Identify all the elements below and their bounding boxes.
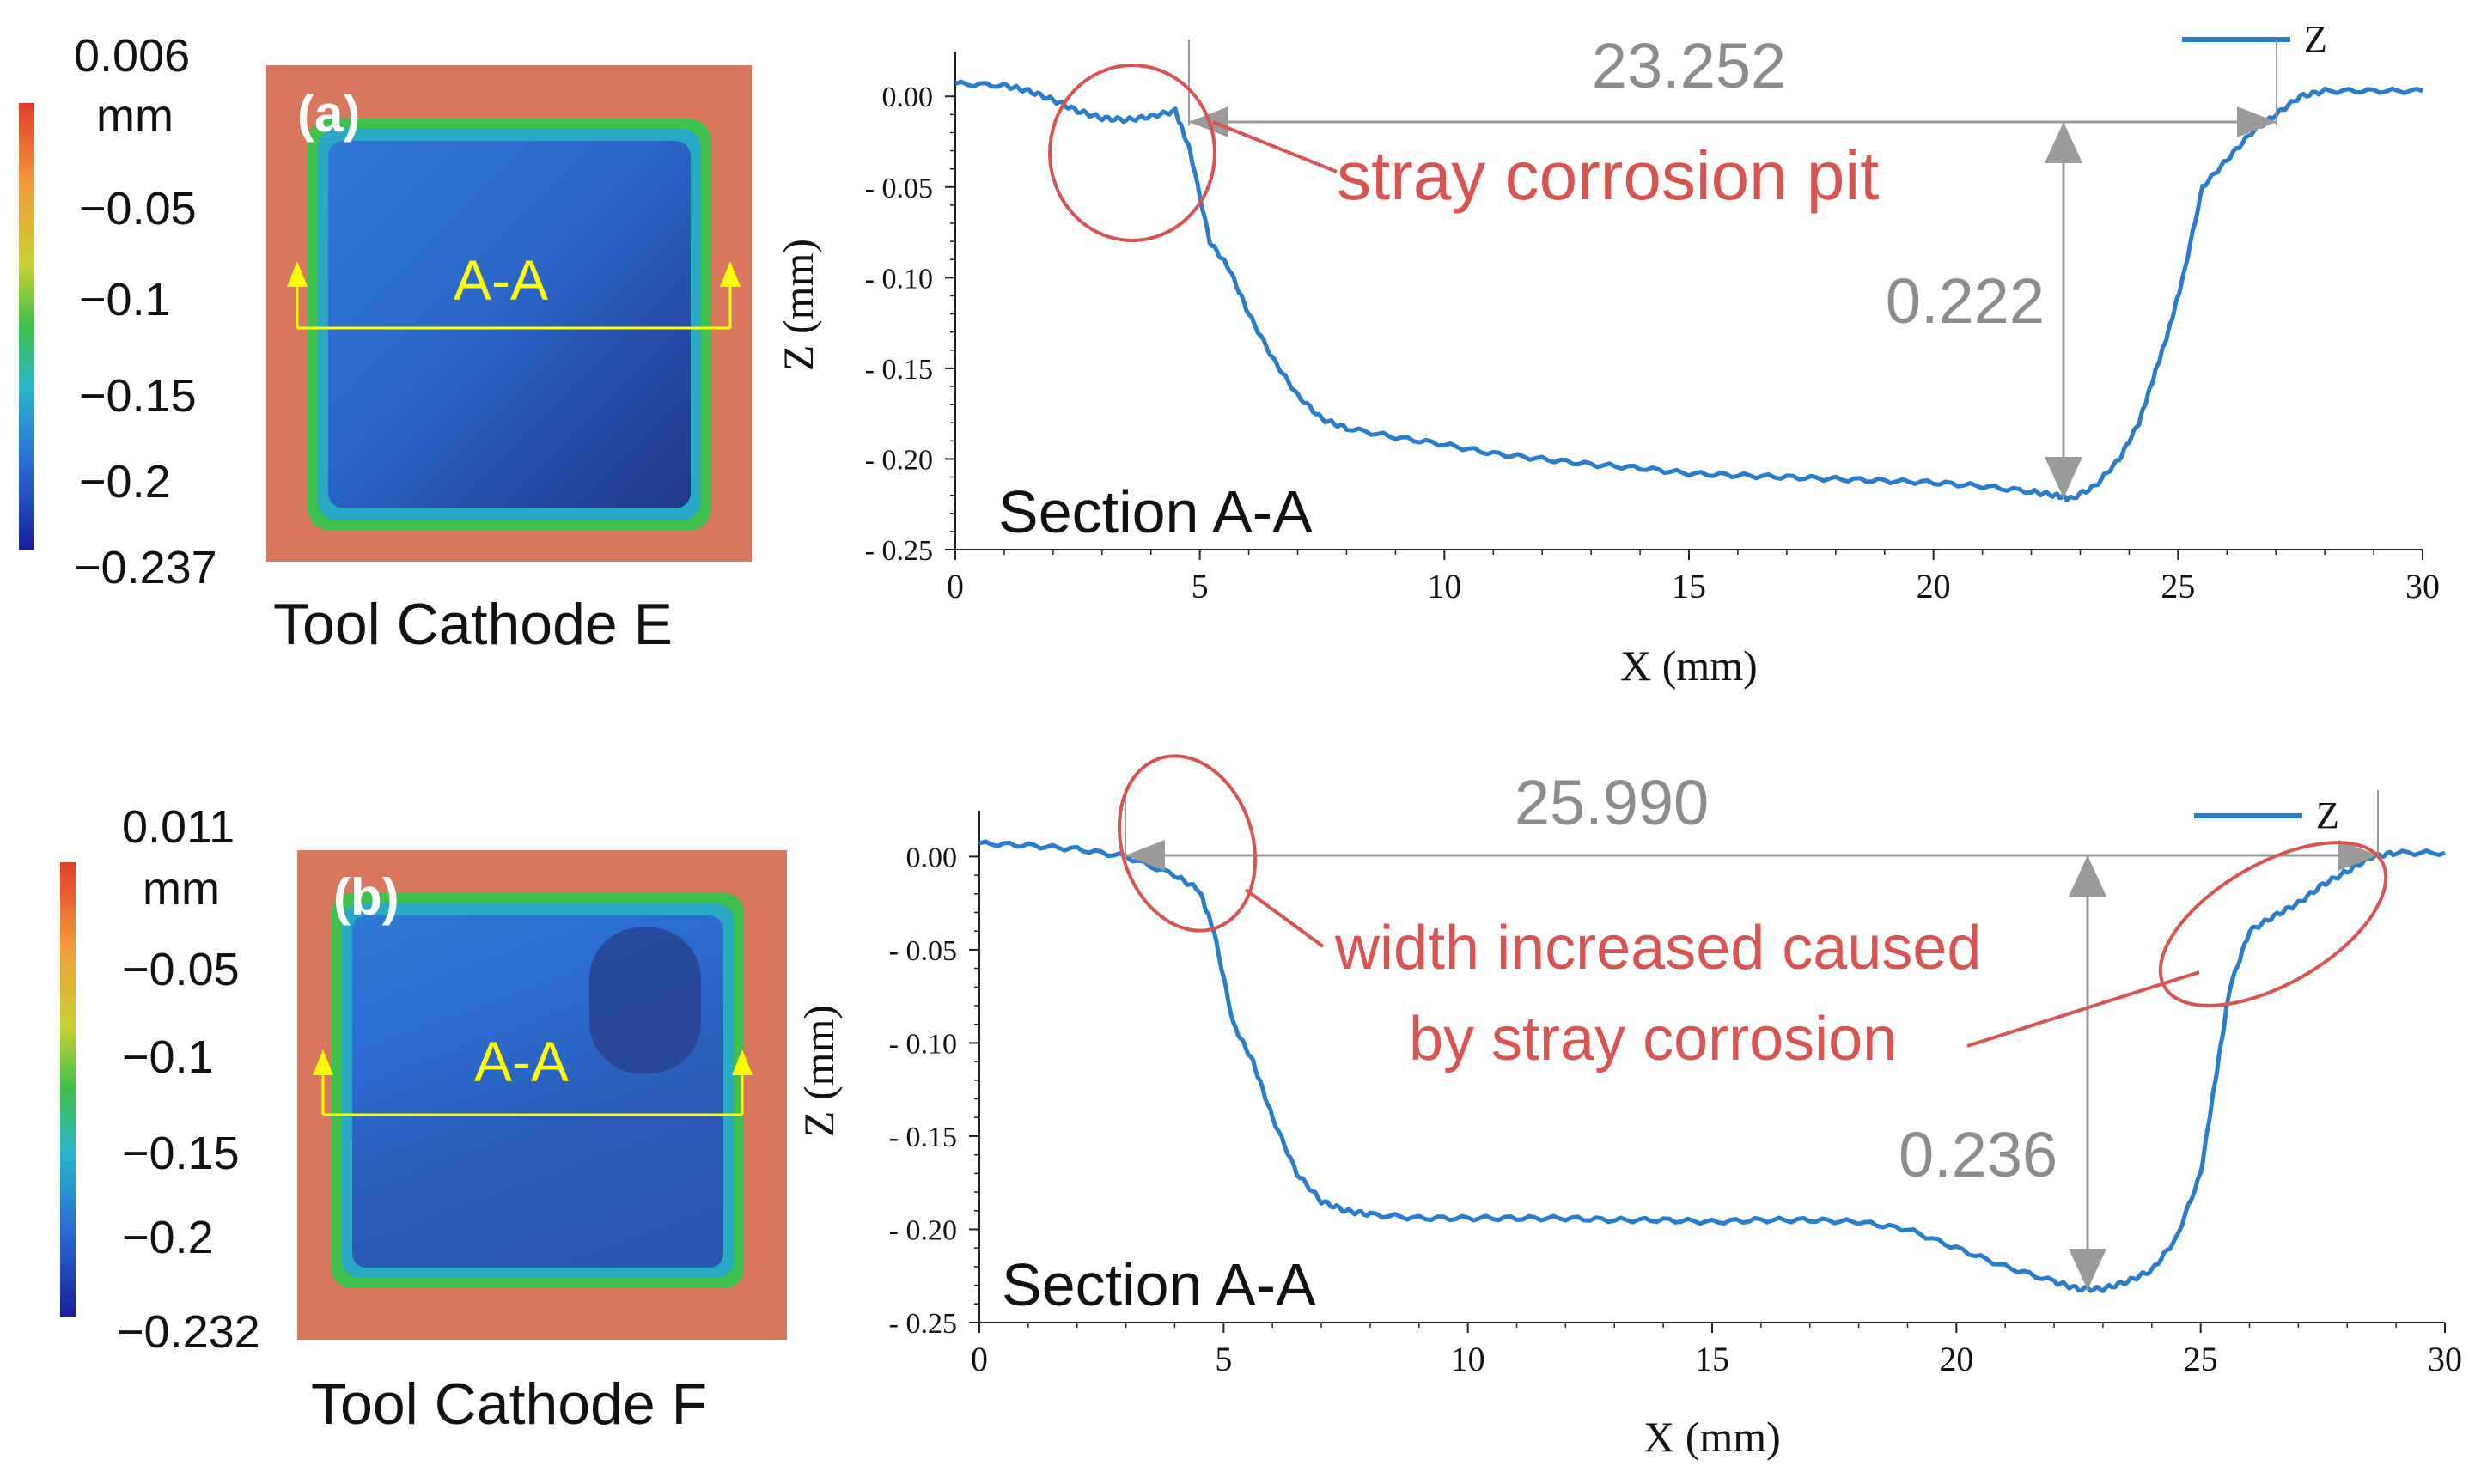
note-a: stray corrosion pit: [1337, 137, 1879, 214]
x-tick-label: 5: [1192, 567, 1209, 605]
section-label-a: A-A: [454, 248, 549, 312]
colorbar-a-min: −0.237: [74, 542, 217, 593]
legend-label: Z: [2304, 18, 2327, 60]
annotations-a: 23.252 0.222 stray corrosion pit Section…: [998, 30, 2277, 545]
section-label-b: A-A: [474, 1030, 570, 1093]
x-tick-label: 0: [971, 1340, 988, 1378]
x-tick-label: 10: [1427, 567, 1461, 605]
colorbar-a: [19, 103, 34, 550]
series-line-Z: [978, 839, 2446, 1293]
note-b-line2: by stray corrosion: [1409, 1005, 1897, 1073]
x-tick-label: 5: [1215, 1340, 1232, 1378]
colorbar-b: [60, 862, 76, 1317]
x-tick-label: 20: [1939, 1340, 1973, 1378]
series-a: [954, 79, 2423, 502]
x-axis-label: X (mm): [1620, 642, 1758, 690]
depth-value-b: 0.236: [1899, 1119, 2057, 1190]
axes-b: 0 5 10 15 20 25 30 0.00 - 0.05 - 0.10 - 0.15 - 0.20…: [795, 794, 2462, 1461]
x-tick-label: 10: [1451, 1340, 1485, 1378]
y-tick-label: 0.00: [906, 842, 958, 873]
x-tick-label: 30: [2428, 1340, 2462, 1378]
section-marker-b: [313, 1049, 753, 1116]
colorbar-b-tick: −0.1: [122, 1031, 214, 1083]
annotations-b: 25.990 0.236 width increased caused by s…: [1002, 754, 2388, 1318]
panel-label-a: (a): [297, 85, 361, 143]
note-b-line1: width increased caused: [1334, 914, 1981, 982]
y-tick-label: - 0.10: [865, 263, 933, 295]
y-tick-label: - 0.25: [889, 1308, 957, 1340]
panel-label-b: (b): [333, 868, 399, 926]
colorbar-b-min: −0.232: [117, 1306, 260, 1358]
y-tick-label: - 0.20: [865, 444, 933, 476]
section-label-chart-a: Section A-A: [998, 478, 1313, 545]
x-tick-label: 15: [1695, 1340, 1729, 1378]
colorbar-b-tick: −0.15: [122, 1128, 240, 1179]
colorbar-b-tick: −0.2: [122, 1212, 214, 1263]
colorbar-a-max: 0.006: [74, 30, 191, 82]
colorbar-a-tick: −0.15: [79, 370, 197, 422]
x-tick-label: 25: [2161, 567, 2195, 605]
x-tick-label: 20: [1917, 567, 1951, 605]
section-label-chart-b: Section A-A: [1002, 1251, 1316, 1318]
colorbar-a-tick: −0.05: [79, 183, 197, 234]
caption-b: Tool Cathode F: [311, 1371, 708, 1437]
series-line-Z: [954, 79, 2423, 502]
colorbar-a-unit: mm: [96, 90, 174, 142]
x-tick-label: 25: [2184, 1340, 2218, 1378]
y-tick-label: 0.00: [882, 82, 934, 113]
x-tick-label: 15: [1672, 567, 1706, 605]
axes-a: 0 5 10 15 20 25 30 0.00 - 0.05 - 0.10 - 0.15 - 0.20…: [774, 18, 2440, 690]
depth-value-a: 0.222: [1886, 265, 2045, 337]
y-tick-label: - 0.20: [889, 1214, 957, 1246]
section-marker-a: [287, 261, 741, 330]
x-tick-label: 30: [2405, 567, 2440, 605]
width-value-a: 23.252: [1592, 30, 1786, 101]
y-tick-label: - 0.25: [865, 535, 933, 567]
y-axis-label: Z (mm): [795, 1005, 843, 1137]
y-tick-label: - 0.05: [865, 173, 933, 204]
colorbar-b-tick: −0.05: [122, 944, 240, 995]
colorbar-a-tick: −0.2: [79, 456, 171, 508]
legend-label: Z: [2316, 794, 2339, 836]
colorbar-b-max: 0.011: [122, 801, 235, 853]
surface-scan-b: (b) A-A: [297, 850, 787, 1340]
width-value-b: 25.990: [1515, 767, 1709, 838]
y-tick-label: - 0.15: [889, 1122, 957, 1153]
x-axis-label: X (mm): [1643, 1413, 1781, 1461]
x-tick-label: 0: [947, 567, 964, 605]
colorbar-b-unit: mm: [143, 863, 220, 915]
y-tick-label: - 0.10: [889, 1028, 957, 1060]
y-tick-label: - 0.05: [889, 935, 957, 967]
colorbar-a-tick: −0.1: [79, 274, 171, 325]
y-axis-label: Z (mm): [774, 239, 822, 371]
y-tick-label: - 0.15: [865, 354, 933, 386]
caption-a: Tool Cathode E: [273, 592, 673, 657]
surface-scan-a: (a) A-A: [266, 65, 752, 562]
series-b: [978, 839, 2446, 1293]
